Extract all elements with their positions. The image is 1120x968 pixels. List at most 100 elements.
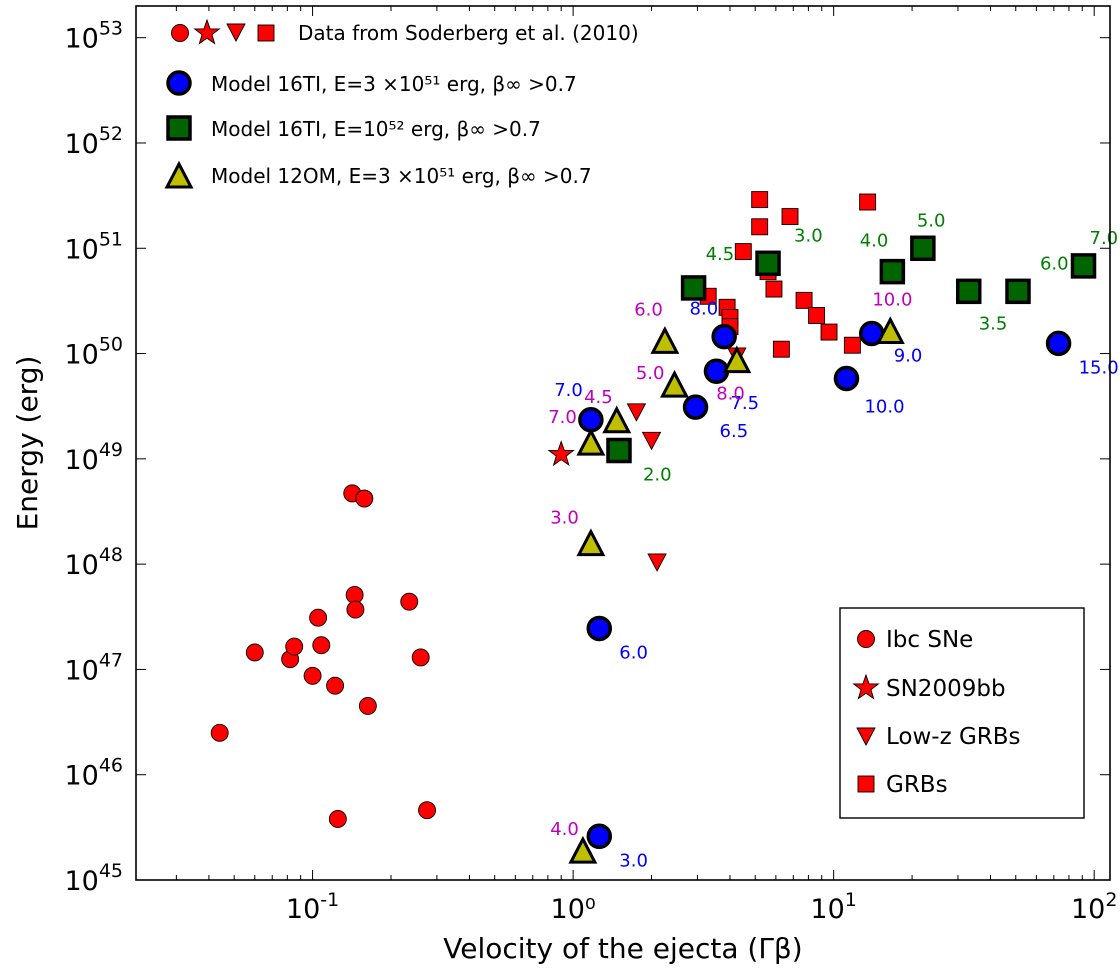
legend-label: GRBs (886, 772, 948, 798)
x-tick-label: 10-1 (286, 889, 339, 925)
point-labels: 2.04.53.0 4.05.03.56.07.07.06.03.06.57.58… (548, 210, 1118, 871)
point-value-label: 10.0 (872, 290, 912, 311)
triangle-up-point (602, 405, 632, 434)
point-value-label: 6.0 (634, 299, 663, 320)
legend-triangle-marker (226, 23, 246, 42)
circle-big-point (586, 615, 613, 642)
legend-label: Model 12OM, E=3 ×10⁵¹ erg, β∞ >0.7 (211, 164, 592, 188)
legend-star-marker (852, 673, 880, 700)
point-value-label: 6.5 (720, 421, 749, 442)
x-axis-label: Velocity of the ejecta (Γβ) (443, 932, 802, 965)
triangle-up-point (576, 528, 606, 557)
circle-point (418, 801, 436, 820)
y-axis-label: Energy (erg) (11, 356, 44, 531)
point-value-label: 5.0 (636, 363, 665, 384)
y-tick-label: 1047 (64, 649, 123, 686)
triangle-down-point (641, 431, 662, 451)
point-value-label: 3.0 (794, 225, 823, 246)
circle-point (328, 810, 347, 828)
point-value-label: 2.0 (643, 465, 672, 486)
triangle-down-point (626, 403, 647, 422)
y-tick-label: 1053 (64, 18, 123, 55)
legend-label: Low-z GRBs (886, 724, 1021, 750)
circle-point (245, 643, 264, 662)
y-tick-label: 1046 (64, 755, 123, 792)
axis-ticks: 10-1 10⁰ 101 102 1045 1046 1047 1048 1049 1050 105… (64, 6, 1117, 925)
triangle-up-point (650, 326, 680, 354)
square-big-point (879, 258, 906, 285)
point-value-label: 6.0 (1040, 253, 1069, 274)
circle-big-point (586, 823, 613, 850)
circle-point (312, 636, 331, 655)
circle-point (326, 676, 345, 695)
square-big-point (606, 437, 632, 464)
square-point (795, 291, 813, 309)
point-value-label: 10.0 (864, 396, 904, 417)
square-point (765, 280, 783, 298)
triangle-up-point (568, 835, 598, 864)
point-value-label: 3.0 (550, 508, 579, 529)
circle-big-point (833, 365, 860, 392)
square-point (751, 191, 769, 209)
y-tick-label: 1045 (64, 860, 123, 897)
y-tick-label: 1049 (64, 439, 123, 476)
square-point (772, 340, 790, 358)
point-value-label: 9.0 (894, 346, 923, 367)
legend-square-marker (257, 24, 275, 42)
circle-point (358, 696, 377, 715)
legend-label: Ibc SNe (886, 627, 973, 653)
circle-point (346, 600, 365, 619)
axis-labels: Velocity of the ejecta (Γβ) Energy (erg) (11, 356, 803, 965)
circle-point (309, 608, 328, 627)
point-value-label: 4.5 (584, 387, 613, 408)
y-tick-label: 1052 (64, 123, 123, 160)
point-value-label: 7.0 (548, 407, 577, 428)
circle-point (411, 648, 430, 667)
square-big-point (755, 250, 781, 277)
y-tick-label: 1051 (64, 228, 123, 265)
data-marks (210, 191, 1097, 864)
legend-star-marker (193, 18, 221, 45)
legend-triangle-down-marker (856, 727, 876, 746)
point-value-label: 4.5 (706, 244, 735, 265)
legend-circle-marker (171, 24, 189, 42)
point-value-label: 5.0 (917, 210, 946, 231)
legend-label: Model 16TI, E=10⁵² erg, β∞ >0.7 (211, 117, 541, 141)
point-value-label: 3.5 (979, 313, 1008, 334)
point-value-label: 4.0 (550, 819, 579, 840)
legend-label: Model 16TI, E=3 ×10⁵¹ erg, β∞ >0.7 (211, 72, 577, 96)
triangle-up-point (722, 345, 752, 374)
point-value-label: 8.0 (690, 299, 719, 320)
triangle-up-point (875, 316, 905, 345)
square-big-point (680, 275, 707, 301)
legend-label: Data from Soderberg et al. (2010) (298, 21, 639, 45)
legend-circle-marker (857, 630, 875, 648)
square-big-point (955, 278, 982, 305)
square-point (843, 336, 861, 354)
square-point (781, 208, 799, 226)
circle-point (400, 592, 419, 611)
legend-top: Data from Soderberg et al. (2010) Model 1… (164, 18, 639, 189)
legend-box (839, 607, 1085, 819)
point-value-label: 7.0 (554, 380, 583, 401)
point-value-label: 3.0 (619, 850, 648, 871)
triangle-up-point (660, 369, 689, 398)
circle-big-point (711, 323, 737, 350)
point-value-label: 6.0 (619, 642, 648, 663)
square-big-point (1070, 253, 1097, 279)
x-tick-label: 102 (1071, 889, 1117, 925)
square-point (808, 307, 826, 324)
circle-point (210, 723, 229, 742)
square-point (859, 193, 877, 211)
legend-model16-1e52-marker (166, 115, 192, 141)
square-point (751, 218, 769, 236)
point-value-label: 15.0 (1079, 357, 1119, 378)
legend-label: SN2009bb (886, 676, 1006, 702)
star-point (547, 440, 575, 467)
triangle-up-point (576, 427, 606, 456)
circle-point (355, 489, 374, 508)
square-point (820, 323, 838, 341)
circle-big-point (682, 394, 709, 420)
circle-big-point (578, 407, 604, 433)
plot-frame (135, 5, 1111, 881)
